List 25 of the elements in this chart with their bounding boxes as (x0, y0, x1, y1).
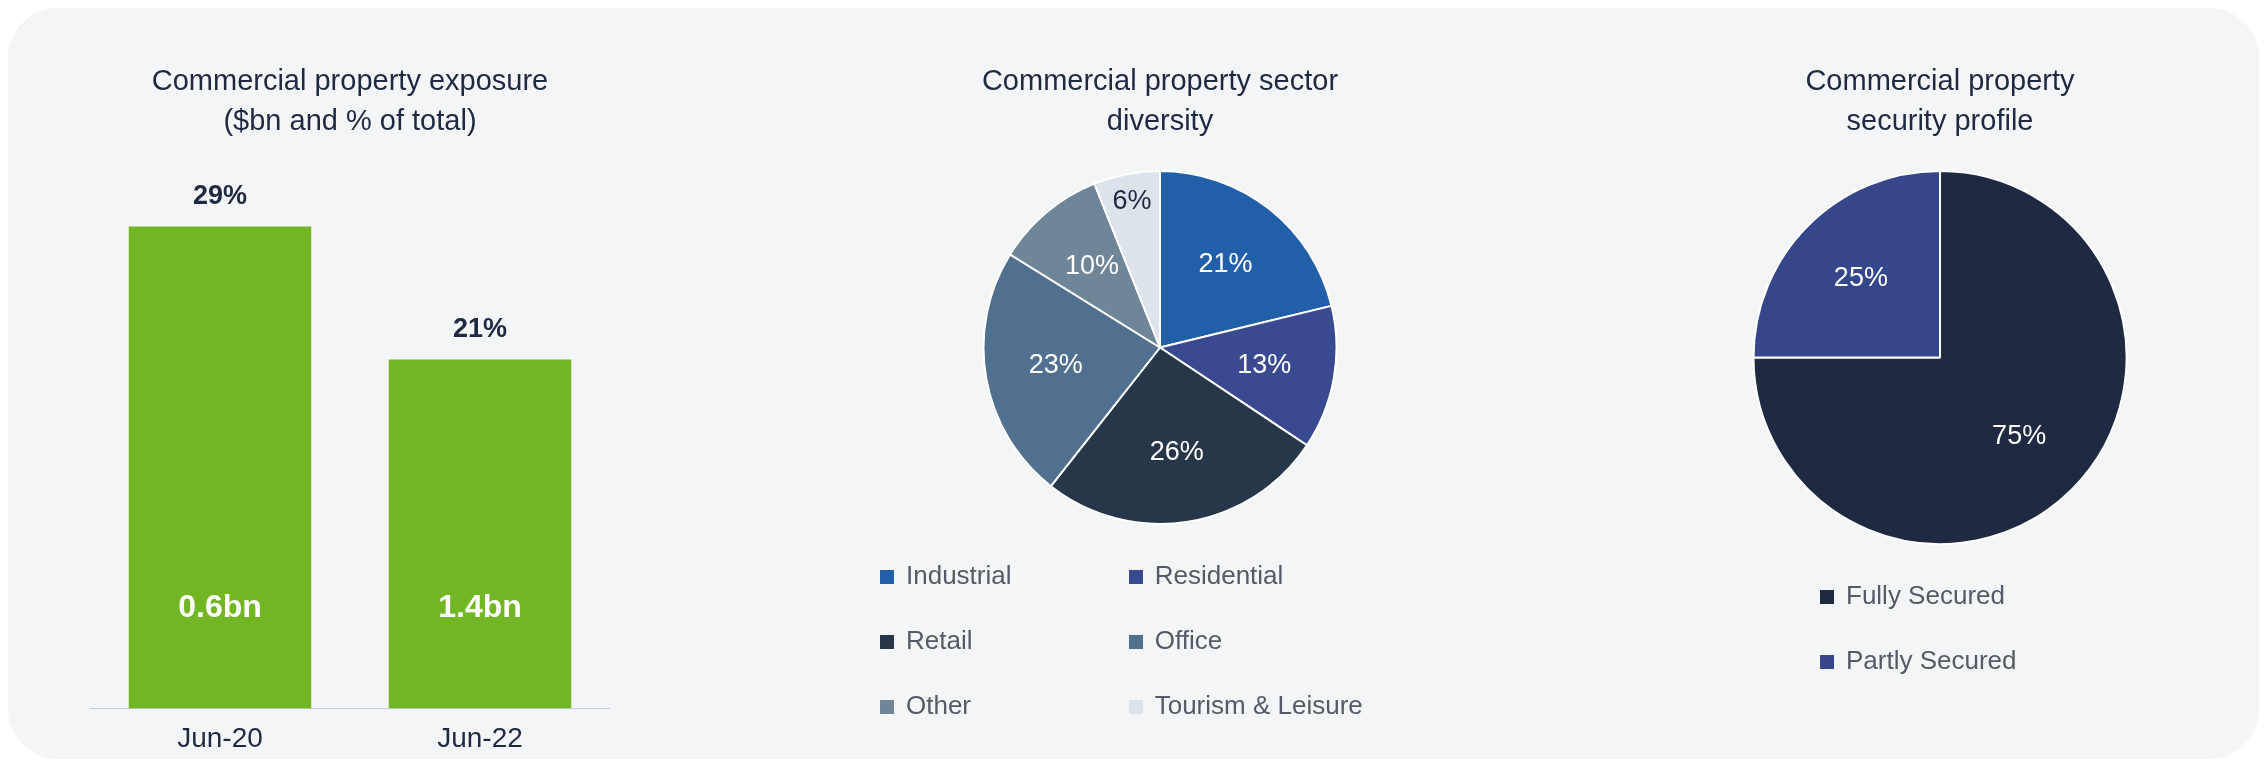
annotation: 1.4bn (438, 588, 522, 625)
data-label: 29% (192, 180, 248, 211)
legend-label: Partly Secured (1845, 645, 2018, 676)
data-label: 25% (1833, 261, 1888, 292)
chart-title: Commercial property exposure ($bn and % of total) (150, 63, 550, 138)
data-label: 21% (1198, 247, 1253, 278)
legend-label: Fully Secured (1845, 580, 2006, 611)
x-tick-label: Jun-20 (177, 721, 263, 753)
legend-label: Other (905, 690, 973, 721)
data-label: 10% (1064, 249, 1119, 280)
data-label: 6% (1112, 185, 1152, 216)
legend-label: Retail (905, 625, 974, 656)
data-label: 26% (1149, 435, 1204, 466)
legend-label: Tourism & Leisure (1153, 690, 1364, 721)
chart-title: Commercial property security profile (1804, 63, 2076, 138)
legend-label: Residential (1153, 560, 1285, 591)
annotation: 0.6bn (178, 588, 262, 625)
legend-label: Office (1153, 625, 1224, 656)
chart-title: Commercial property sector diversity (980, 63, 1340, 138)
x-tick-label: Jun-22 (437, 721, 523, 753)
data-label: 13% (1237, 349, 1292, 380)
legend-label: Industrial (905, 560, 1013, 591)
data-label: 23% (1028, 349, 1083, 380)
data-label: 75% (1992, 420, 2047, 451)
data-label: 21% (452, 312, 508, 343)
